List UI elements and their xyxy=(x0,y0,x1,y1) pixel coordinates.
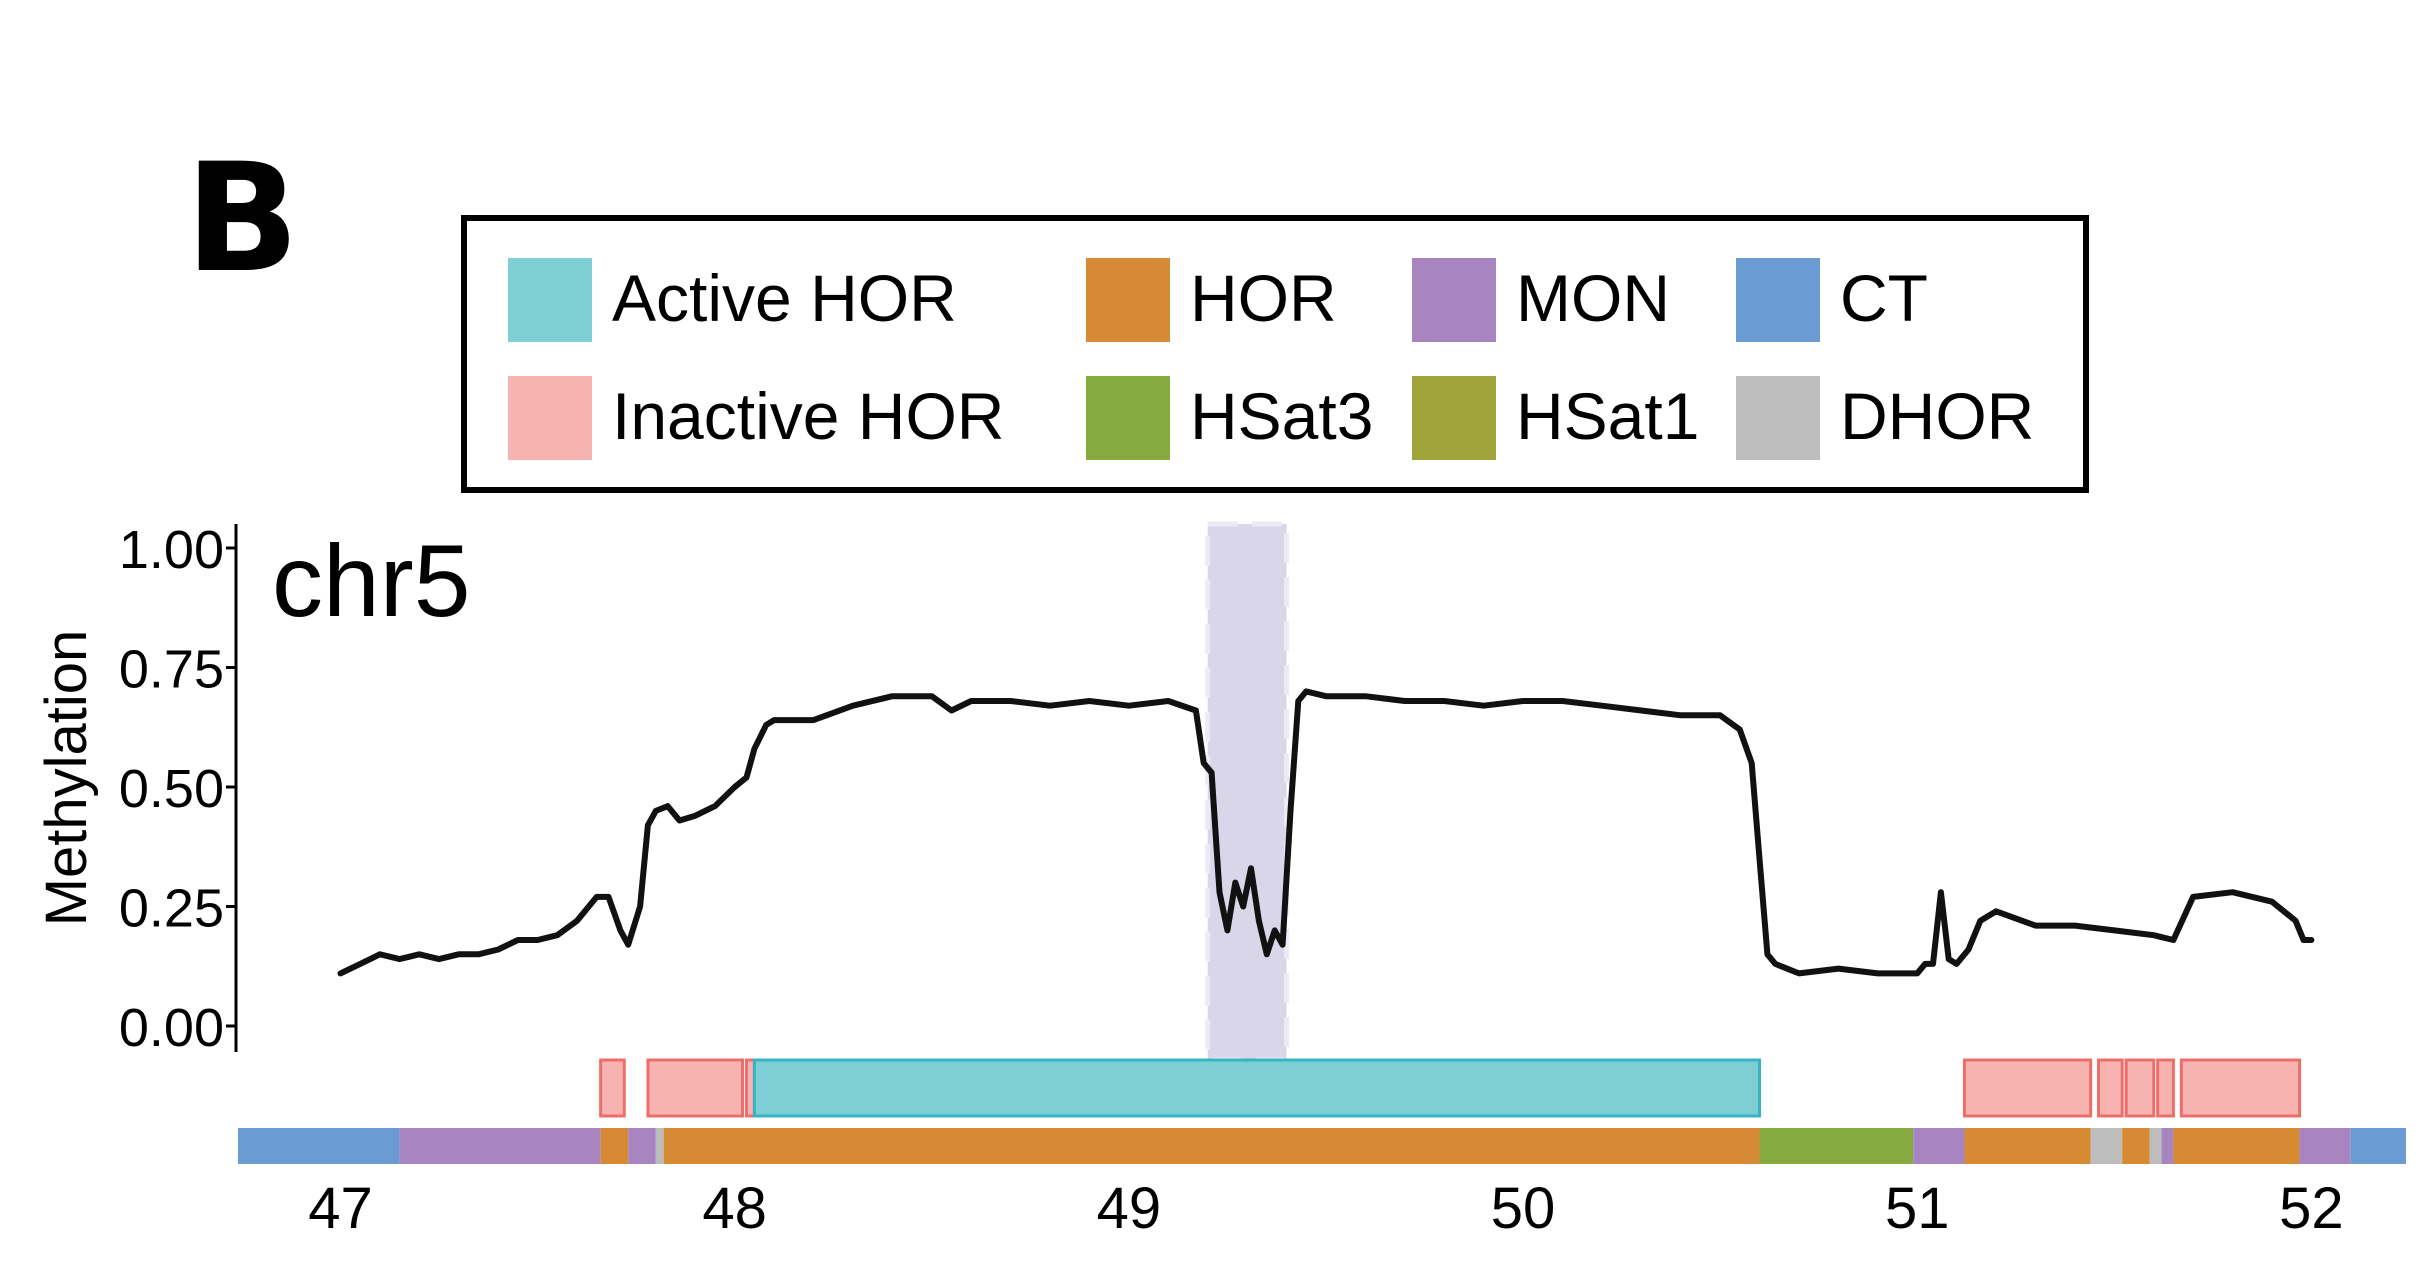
y-tick-label: 1.00 xyxy=(119,520,224,580)
annotation-segment xyxy=(1759,1128,1914,1164)
y-tick-label: 0.50 xyxy=(119,759,224,819)
legend-swatch xyxy=(1412,258,1496,342)
annotation-segment xyxy=(655,1128,664,1164)
methylation-line xyxy=(337,688,2315,977)
legend-swatch xyxy=(1736,376,1820,460)
inactive-hor-segment xyxy=(599,1058,626,1118)
annotation-segment xyxy=(2161,1128,2174,1164)
legend-label: DHOR xyxy=(1840,379,2034,453)
inactive-hor-segment xyxy=(2179,1058,2302,1118)
legend: Active HOR HOR MON CT Inactive HOR HSat3 HSat1… xyxy=(461,215,2089,493)
x-tick-label: 50 xyxy=(1491,1176,1556,1241)
chart-title: chr5 xyxy=(272,524,470,638)
x-tick-label: 49 xyxy=(1097,1176,1162,1241)
active-hor-segment xyxy=(752,1058,1762,1118)
legend-label: MON xyxy=(1516,261,1670,335)
annotation-segment xyxy=(1913,1128,1965,1164)
annotation-segment xyxy=(1964,1128,2091,1164)
inactive-hor-segment xyxy=(1963,1058,2093,1118)
annotation-segment xyxy=(600,1128,629,1164)
inactive-hor-segment xyxy=(2156,1058,2175,1118)
legend-swatch xyxy=(1086,258,1170,342)
y-tick-label: 0.00 xyxy=(119,998,224,1058)
legend-swatch xyxy=(508,258,592,342)
panel-label: B xyxy=(185,132,299,306)
x-tick-label: 47 xyxy=(308,1176,373,1241)
legend-swatch xyxy=(508,376,592,460)
highlight-region xyxy=(1205,521,1290,1063)
x-tick-label: 48 xyxy=(702,1176,767,1241)
annotation-segment xyxy=(663,1128,1760,1164)
annotation-segment xyxy=(2090,1128,2123,1164)
legend-label: CT xyxy=(1840,261,1928,335)
x-tick-label: 52 xyxy=(2279,1176,2344,1241)
legend-label: HSat1 xyxy=(1516,379,1699,453)
annotation-segment xyxy=(2149,1128,2162,1164)
legend-label: Inactive HOR xyxy=(612,379,1004,453)
legend-swatch xyxy=(1736,258,1820,342)
legend-label: Active HOR xyxy=(612,261,957,335)
legend-swatch xyxy=(1412,376,1496,460)
legend-swatch xyxy=(1086,376,1170,460)
x-tick-label: 51 xyxy=(1885,1176,1950,1241)
annotation-segment xyxy=(238,1128,400,1164)
y-axis-label: Methylation xyxy=(34,630,99,927)
inactive-hor-segment xyxy=(646,1058,745,1118)
legend-label: HOR xyxy=(1190,261,1337,335)
annotation-segment xyxy=(628,1128,656,1164)
annotation-segment xyxy=(2299,1128,2351,1164)
y-tick-label: 0.25 xyxy=(119,879,224,939)
inactive-hor-segment xyxy=(2124,1058,2156,1118)
annotation-segment xyxy=(2122,1128,2150,1164)
legend-label: HSat3 xyxy=(1190,379,1373,453)
annotation-segment xyxy=(2350,1128,2406,1164)
annotation-segment xyxy=(2173,1128,2300,1164)
y-tick-label: 0.75 xyxy=(119,640,224,700)
inactive-hor-segment xyxy=(2097,1058,2124,1118)
annotation-segment xyxy=(399,1128,601,1164)
